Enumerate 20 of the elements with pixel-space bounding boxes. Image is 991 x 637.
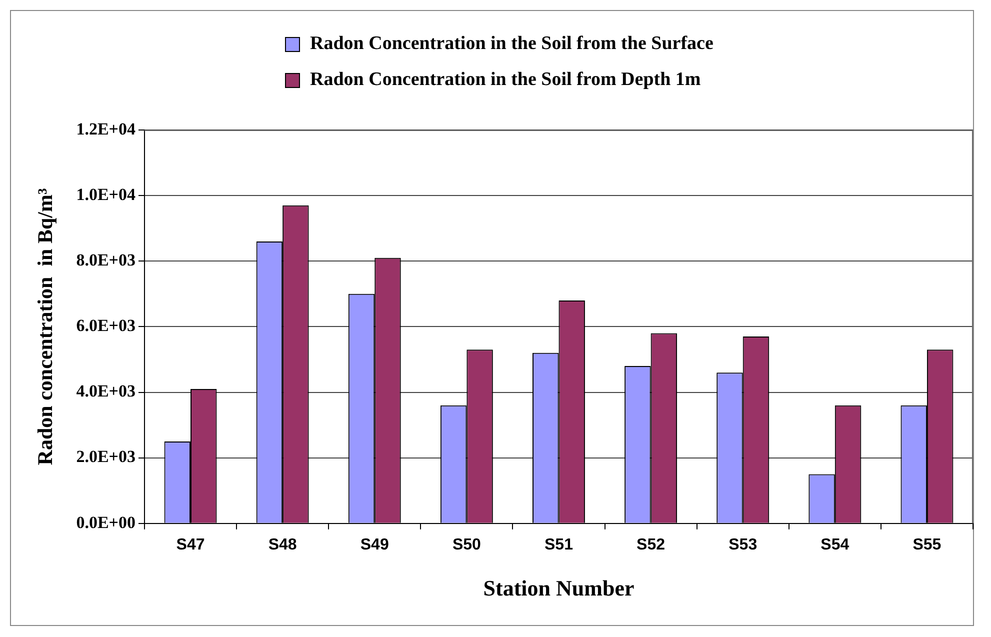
- x-tick-label: S48: [268, 536, 297, 554]
- y-tick-label: 4.0E+03: [76, 382, 136, 401]
- x-tick-label: S55: [912, 536, 942, 554]
- x-tick-label: S52: [636, 536, 666, 554]
- legend-label: Radon Concentration in the Soil from the Surface: [310, 33, 714, 55]
- x-tick-label: S50: [452, 536, 482, 554]
- x-tick-label: S49: [360, 536, 389, 554]
- legend-label: Radon Concentration in the Soil from Depth 1m: [310, 69, 701, 91]
- y-tick-label: 2.0E+03: [76, 447, 136, 466]
- x-tick-label: S47: [176, 536, 205, 554]
- x-tick-label: S54: [820, 536, 850, 554]
- x-tick-label: S53: [728, 536, 758, 554]
- y-axis-title: Radon concentration in Bq/m³: [33, 188, 58, 466]
- y-tick-label: 8.0E+03: [76, 250, 136, 270]
- y-tick-label: 1.0E+04: [76, 184, 136, 204]
- y-tick-label: 0.0E+00: [76, 512, 136, 532]
- y-tick-label: 6.0E+03: [76, 316, 136, 336]
- y-tick-label: 1.2E+04: [76, 119, 136, 138]
- x-axis-title: Station Number: [483, 575, 634, 600]
- x-tick-label: S51: [544, 536, 574, 554]
